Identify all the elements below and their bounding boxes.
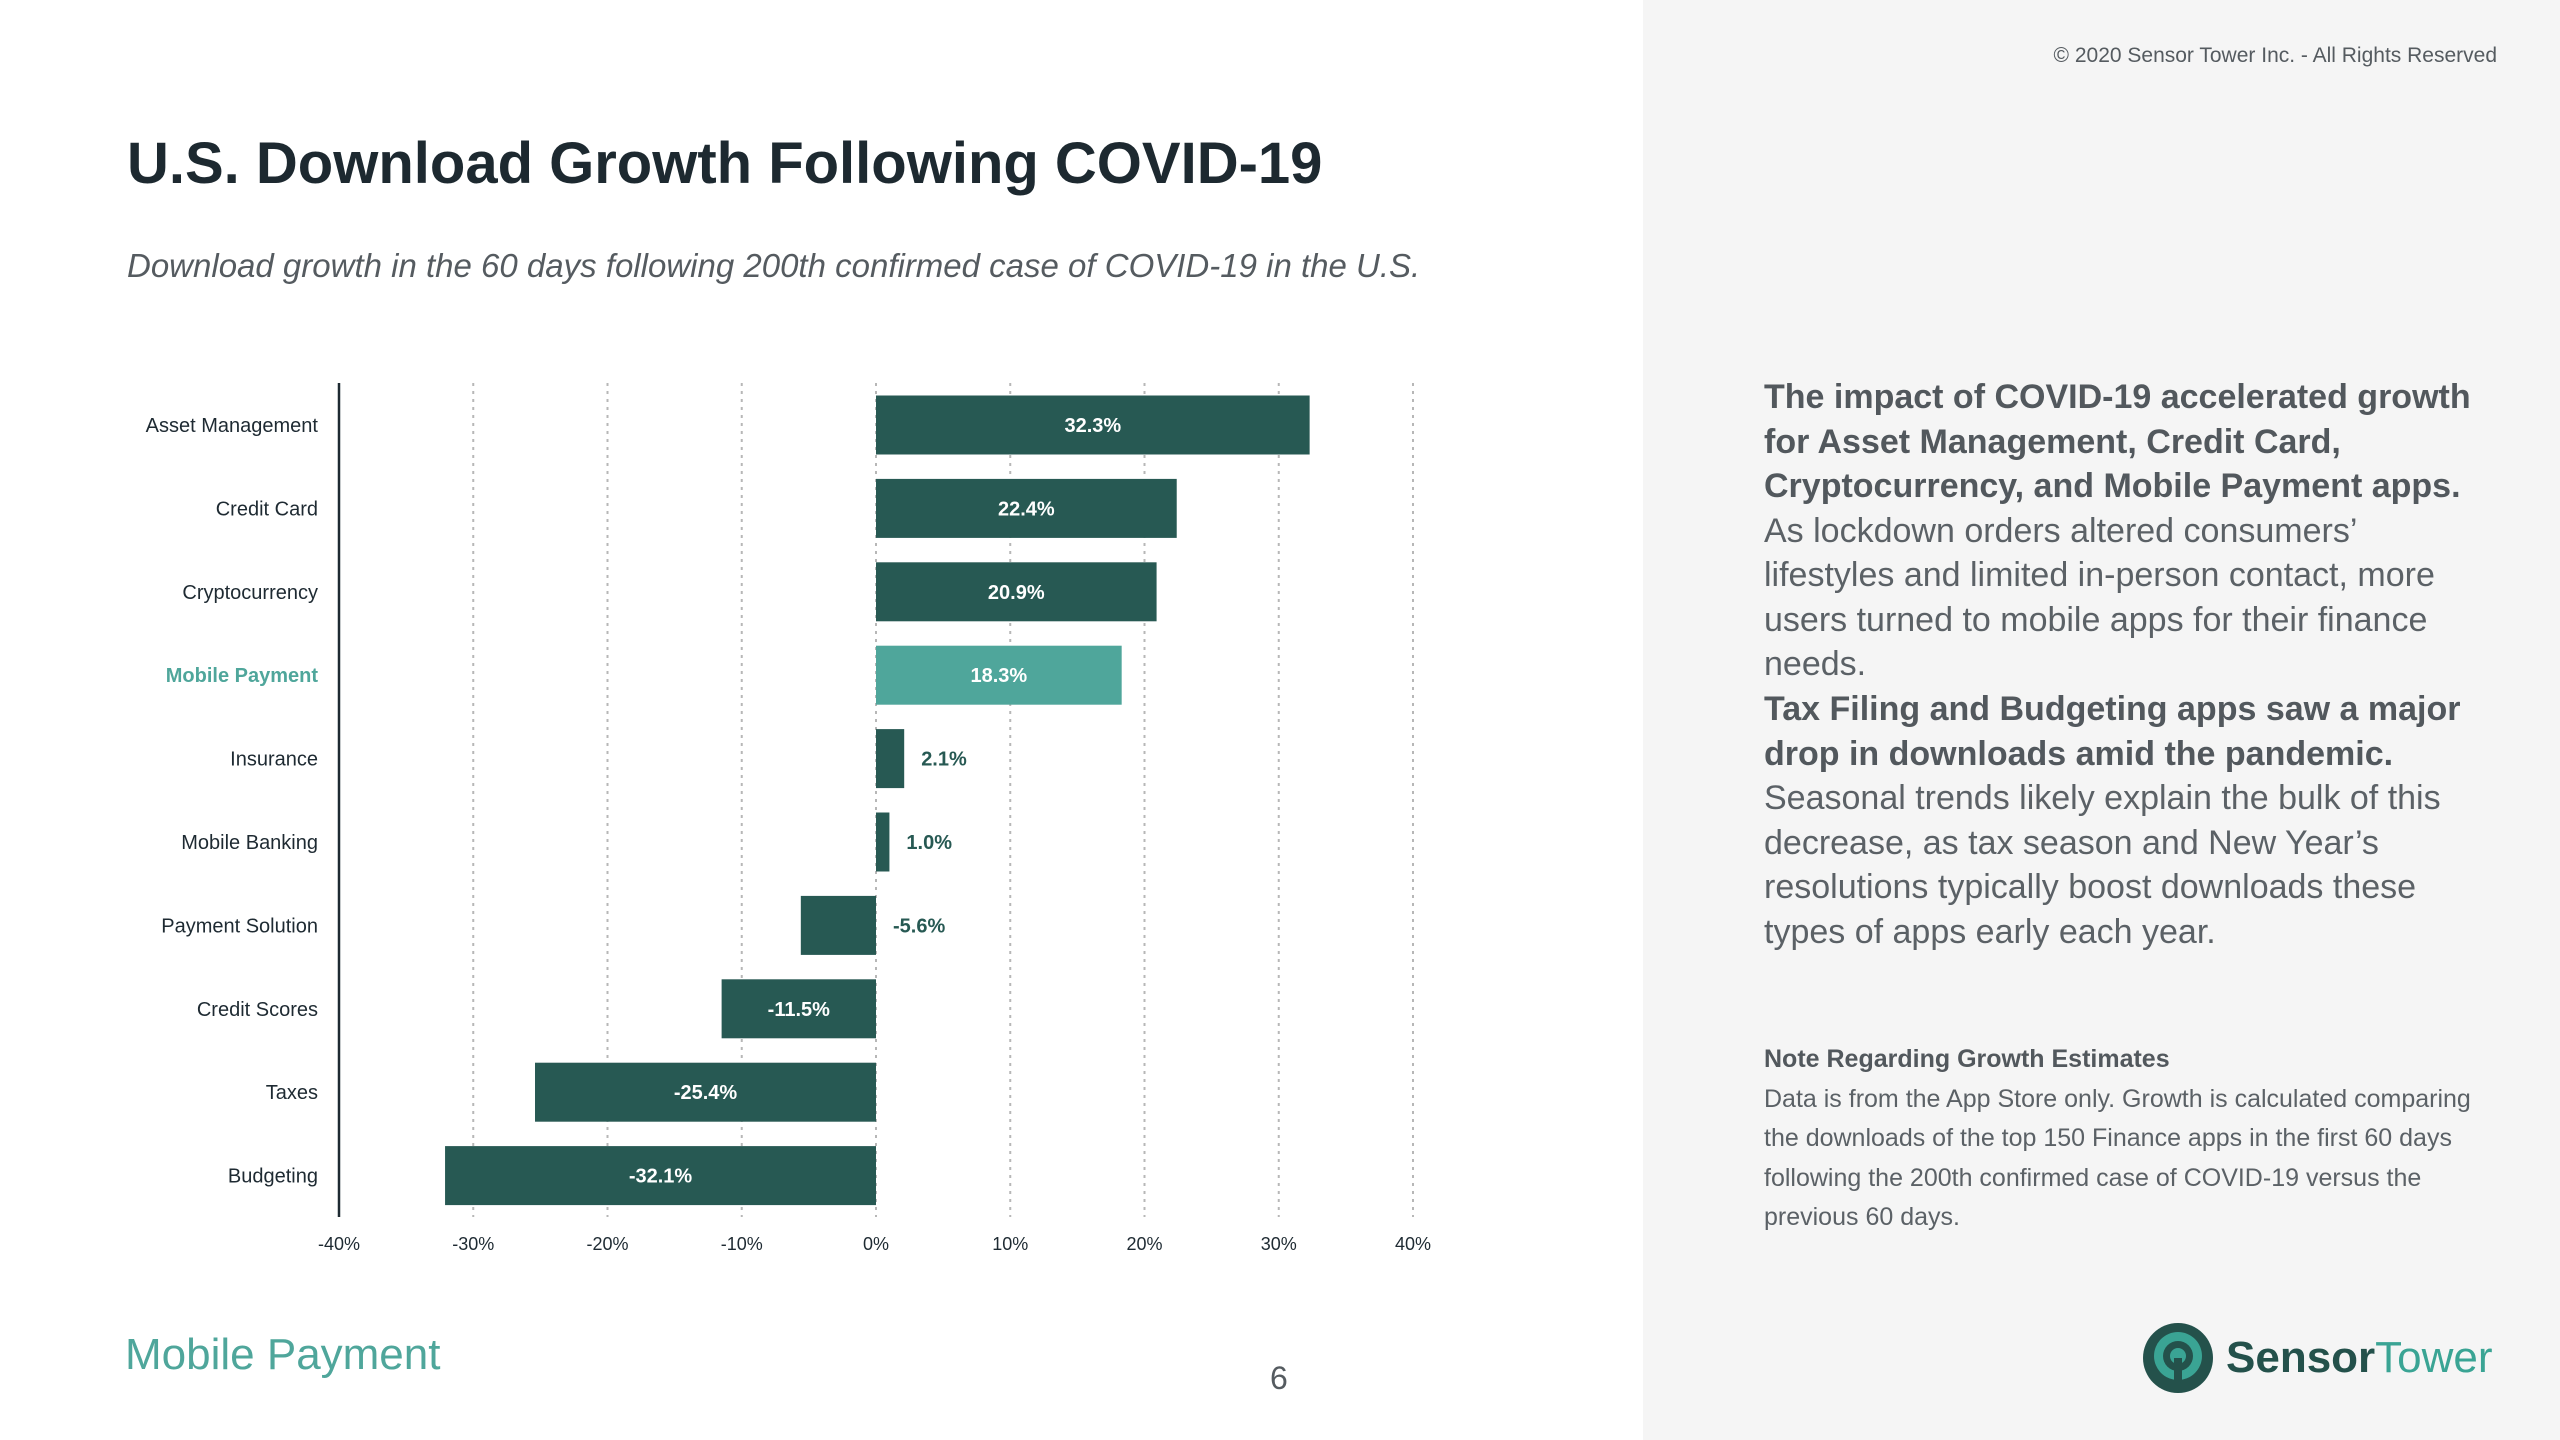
bar-value-label: 22.4% bbox=[998, 498, 1055, 520]
category-label: Credit Scores bbox=[197, 999, 318, 1021]
bar bbox=[800, 895, 876, 955]
insight-1-headline: The impact of COVID-19 accelerated growt… bbox=[1764, 378, 2471, 505]
x-tick-label: -40% bbox=[318, 1234, 360, 1254]
x-tick-label: -20% bbox=[586, 1234, 628, 1254]
bar bbox=[445, 1146, 876, 1206]
category-label: Cryptocurrency bbox=[182, 582, 318, 604]
bar bbox=[876, 478, 1177, 538]
side-panel bbox=[1643, 0, 2560, 1440]
insight-paragraph-2: Tax Filing and Budgeting apps saw a majo… bbox=[1764, 687, 2474, 954]
logo-word-tower: Tower bbox=[2375, 1333, 2493, 1382]
bar bbox=[535, 1062, 876, 1122]
sensor-tower-logo: SensorTower bbox=[2140, 1320, 2493, 1396]
category-label: Insurance bbox=[230, 749, 318, 771]
bar bbox=[876, 812, 890, 872]
x-tick-label: 40% bbox=[1395, 1234, 1431, 1254]
growth-bar-chart: -40% -30% -20% -10% 0% 10% 20% 30% 40% Asset Mana… bbox=[146, 383, 1431, 1254]
insight-2-body: Seasonal trends likely explain the bulk … bbox=[1764, 779, 2441, 951]
bar-value-label: -32.1% bbox=[629, 1166, 693, 1188]
bar bbox=[876, 645, 1122, 705]
note-title: Note Regarding Growth Estimates bbox=[1764, 1045, 2170, 1073]
page-title: U.S. Download Growth Following COVID-19 bbox=[127, 131, 1323, 196]
growth-estimate-note: Note Regarding Growth Estimates Data is … bbox=[1764, 1040, 2474, 1238]
category-label: Asset Management bbox=[146, 415, 319, 437]
x-tick-label: 0% bbox=[863, 1234, 889, 1254]
bar bbox=[721, 979, 876, 1039]
logo-wordmark: SensorTower bbox=[2226, 1333, 2493, 1383]
bar-value-label: 32.3% bbox=[1064, 415, 1121, 437]
bar bbox=[876, 395, 1310, 455]
page-number: 6 bbox=[1270, 1360, 1288, 1396]
bar-value-label: 20.9% bbox=[988, 582, 1045, 604]
category-label: Mobile Payment bbox=[166, 665, 319, 687]
bar-value-label: 1.0% bbox=[906, 832, 952, 854]
x-tick-label: 10% bbox=[992, 1234, 1028, 1254]
copyright-notice: © 2020 Sensor Tower Inc. - All Rights Re… bbox=[2053, 44, 2497, 67]
bar-value-label: 2.1% bbox=[921, 749, 967, 771]
category-label: Mobile Banking bbox=[181, 832, 318, 854]
page-subtitle: Download growth in the 60 days following… bbox=[127, 247, 1421, 284]
x-tick-label: 30% bbox=[1261, 1234, 1297, 1254]
category-label: Credit Card bbox=[216, 498, 318, 520]
category-label: Payment Solution bbox=[161, 915, 318, 937]
sensor-tower-logo-icon bbox=[2143, 1323, 2213, 1393]
insight-paragraph-1: The impact of COVID-19 accelerated growt… bbox=[1764, 375, 2474, 687]
bar-value-label: 18.3% bbox=[970, 665, 1027, 687]
note-text: Data is from the App Store only. Growth … bbox=[1764, 1084, 2471, 1232]
x-tick-label: -10% bbox=[721, 1234, 763, 1254]
bar-value-label: -11.5% bbox=[768, 999, 830, 1021]
category-label: Budgeting bbox=[228, 1166, 318, 1188]
x-tick-label: -30% bbox=[452, 1234, 494, 1254]
bar-value-label: -25.4% bbox=[674, 1082, 738, 1104]
x-tick-label: 20% bbox=[1126, 1234, 1162, 1254]
footer-section-label: Mobile Payment bbox=[125, 1330, 441, 1379]
insight-1-body: As lockdown orders altered consumers’ li… bbox=[1764, 511, 2435, 684]
insight-2-headline: Tax Filing and Budgeting apps saw a majo… bbox=[1764, 690, 2461, 773]
bar-value-label: -5.6% bbox=[893, 915, 945, 937]
logo-word-sensor: Sensor bbox=[2226, 1333, 2376, 1382]
category-label: Taxes bbox=[266, 1082, 318, 1104]
bar bbox=[876, 562, 1157, 622]
bar bbox=[876, 729, 905, 789]
